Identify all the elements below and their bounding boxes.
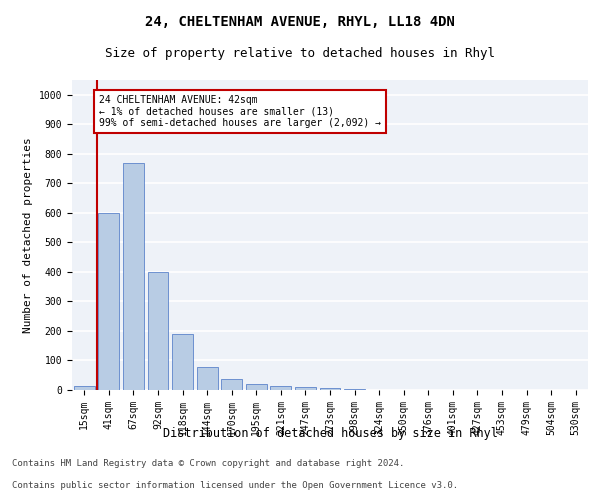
Bar [246,384,267,390]
Bar [271,386,292,390]
Bar [221,379,242,390]
Bar [295,387,316,390]
Y-axis label: Number of detached properties: Number of detached properties [23,137,33,333]
Bar [148,272,169,390]
Bar [98,213,119,390]
Text: Size of property relative to detached houses in Rhyl: Size of property relative to detached ho… [105,48,495,60]
Bar [320,388,340,390]
Bar [74,386,95,390]
Text: Contains public sector information licensed under the Open Government Licence v3: Contains public sector information licen… [12,481,458,490]
Text: 24 CHELTENHAM AVENUE: 42sqm
← 1% of detached houses are smaller (13)
99% of semi: 24 CHELTENHAM AVENUE: 42sqm ← 1% of deta… [99,95,381,128]
Bar [123,162,144,390]
Bar [197,367,218,390]
Text: Contains HM Land Registry data © Crown copyright and database right 2024.: Contains HM Land Registry data © Crown c… [12,458,404,468]
Bar [344,388,365,390]
Text: Distribution of detached houses by size in Rhyl: Distribution of detached houses by size … [163,428,497,440]
Bar [172,334,193,390]
Text: 24, CHELTENHAM AVENUE, RHYL, LL18 4DN: 24, CHELTENHAM AVENUE, RHYL, LL18 4DN [145,15,455,29]
